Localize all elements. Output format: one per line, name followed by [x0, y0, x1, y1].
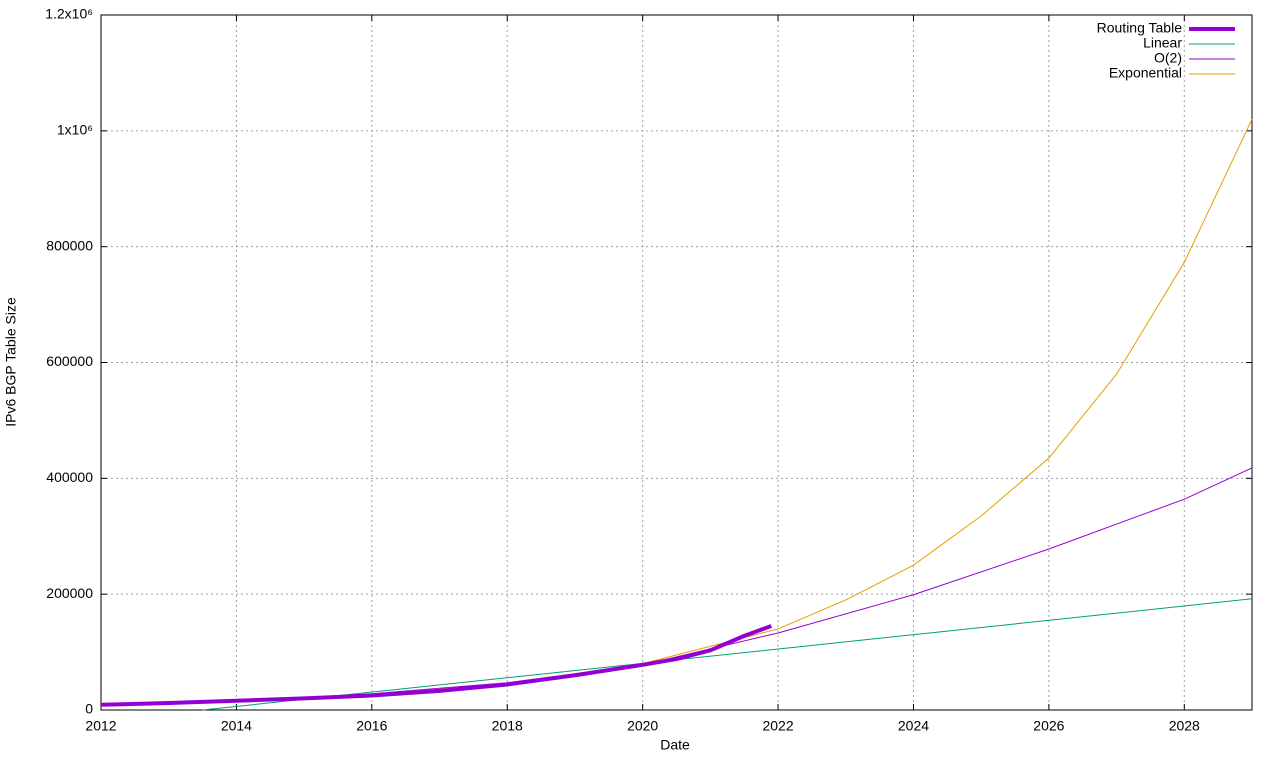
x-tick-label: 2026 [1033, 718, 1064, 734]
y-tick-label: 1.2x10⁶ [45, 6, 93, 22]
series-line [100, 624, 772, 707]
x-tick-label: 2012 [85, 718, 116, 734]
x-tick-label: 2016 [356, 718, 387, 734]
x-tick-label: 2022 [762, 718, 793, 734]
legend-label: O(2) [1154, 50, 1182, 66]
x-tick-label: 2018 [492, 718, 523, 734]
y-tick-label: 600000 [46, 353, 93, 369]
y-tick-label: 400000 [46, 469, 93, 485]
x-axis-title: Date [660, 737, 690, 753]
y-tick-label: 800000 [46, 237, 93, 253]
legend-label: Routing Table [1097, 20, 1183, 36]
x-tick-label: 2028 [1169, 718, 1200, 734]
series-line [100, 467, 1253, 706]
legend-label: Exponential [1109, 65, 1182, 81]
x-tick-label: 2014 [221, 718, 252, 734]
y-tick-label: 1x10⁶ [57, 122, 93, 138]
y-tick-label: 200000 [46, 585, 93, 601]
legend-label: Linear [1143, 35, 1182, 51]
y-axis-title: IPv6 BGP Table Size [3, 297, 19, 427]
x-tick-label: 2020 [627, 718, 658, 734]
y-tick-label: 0 [85, 701, 93, 717]
x-tick-label: 2024 [898, 718, 929, 734]
series-line [202, 598, 1253, 711]
